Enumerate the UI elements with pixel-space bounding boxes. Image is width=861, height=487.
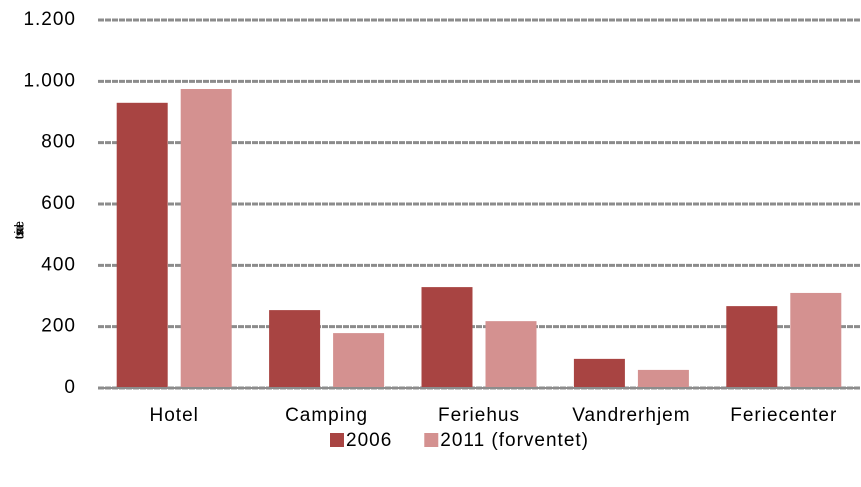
legend-label: 2011 (forventet) <box>440 430 589 451</box>
bar <box>637 369 689 388</box>
bar <box>180 89 232 388</box>
bar <box>333 333 385 388</box>
y-tick-label: 600 <box>41 193 76 214</box>
y-tick-label: 200 <box>41 316 76 337</box>
legend-label: 2006 <box>346 430 392 451</box>
y-tick-label: 1.000 <box>23 70 76 91</box>
bar <box>485 321 537 388</box>
bar <box>269 310 321 388</box>
y-tick-label: 0 <box>64 377 76 398</box>
x-tick-label: Hotel <box>150 405 199 426</box>
y-tick-label: 800 <box>41 132 76 153</box>
legend-swatch <box>330 433 344 447</box>
y-tick-label: 1.200 <box>23 9 76 30</box>
x-tick-label: Feriecenter <box>730 405 837 426</box>
bar <box>573 358 625 388</box>
bar <box>726 306 778 388</box>
y-tick-label: 400 <box>41 254 76 275</box>
x-tick-label: Camping <box>285 405 368 426</box>
y-axis-label: tusinde <box>11 221 26 239</box>
bar <box>116 102 168 389</box>
x-tick-label: Feriehus <box>438 405 520 426</box>
legend-swatch <box>424 433 439 447</box>
bar <box>790 292 842 388</box>
x-tick-label: Vandrerhjem <box>572 405 690 426</box>
bar <box>421 287 473 388</box>
